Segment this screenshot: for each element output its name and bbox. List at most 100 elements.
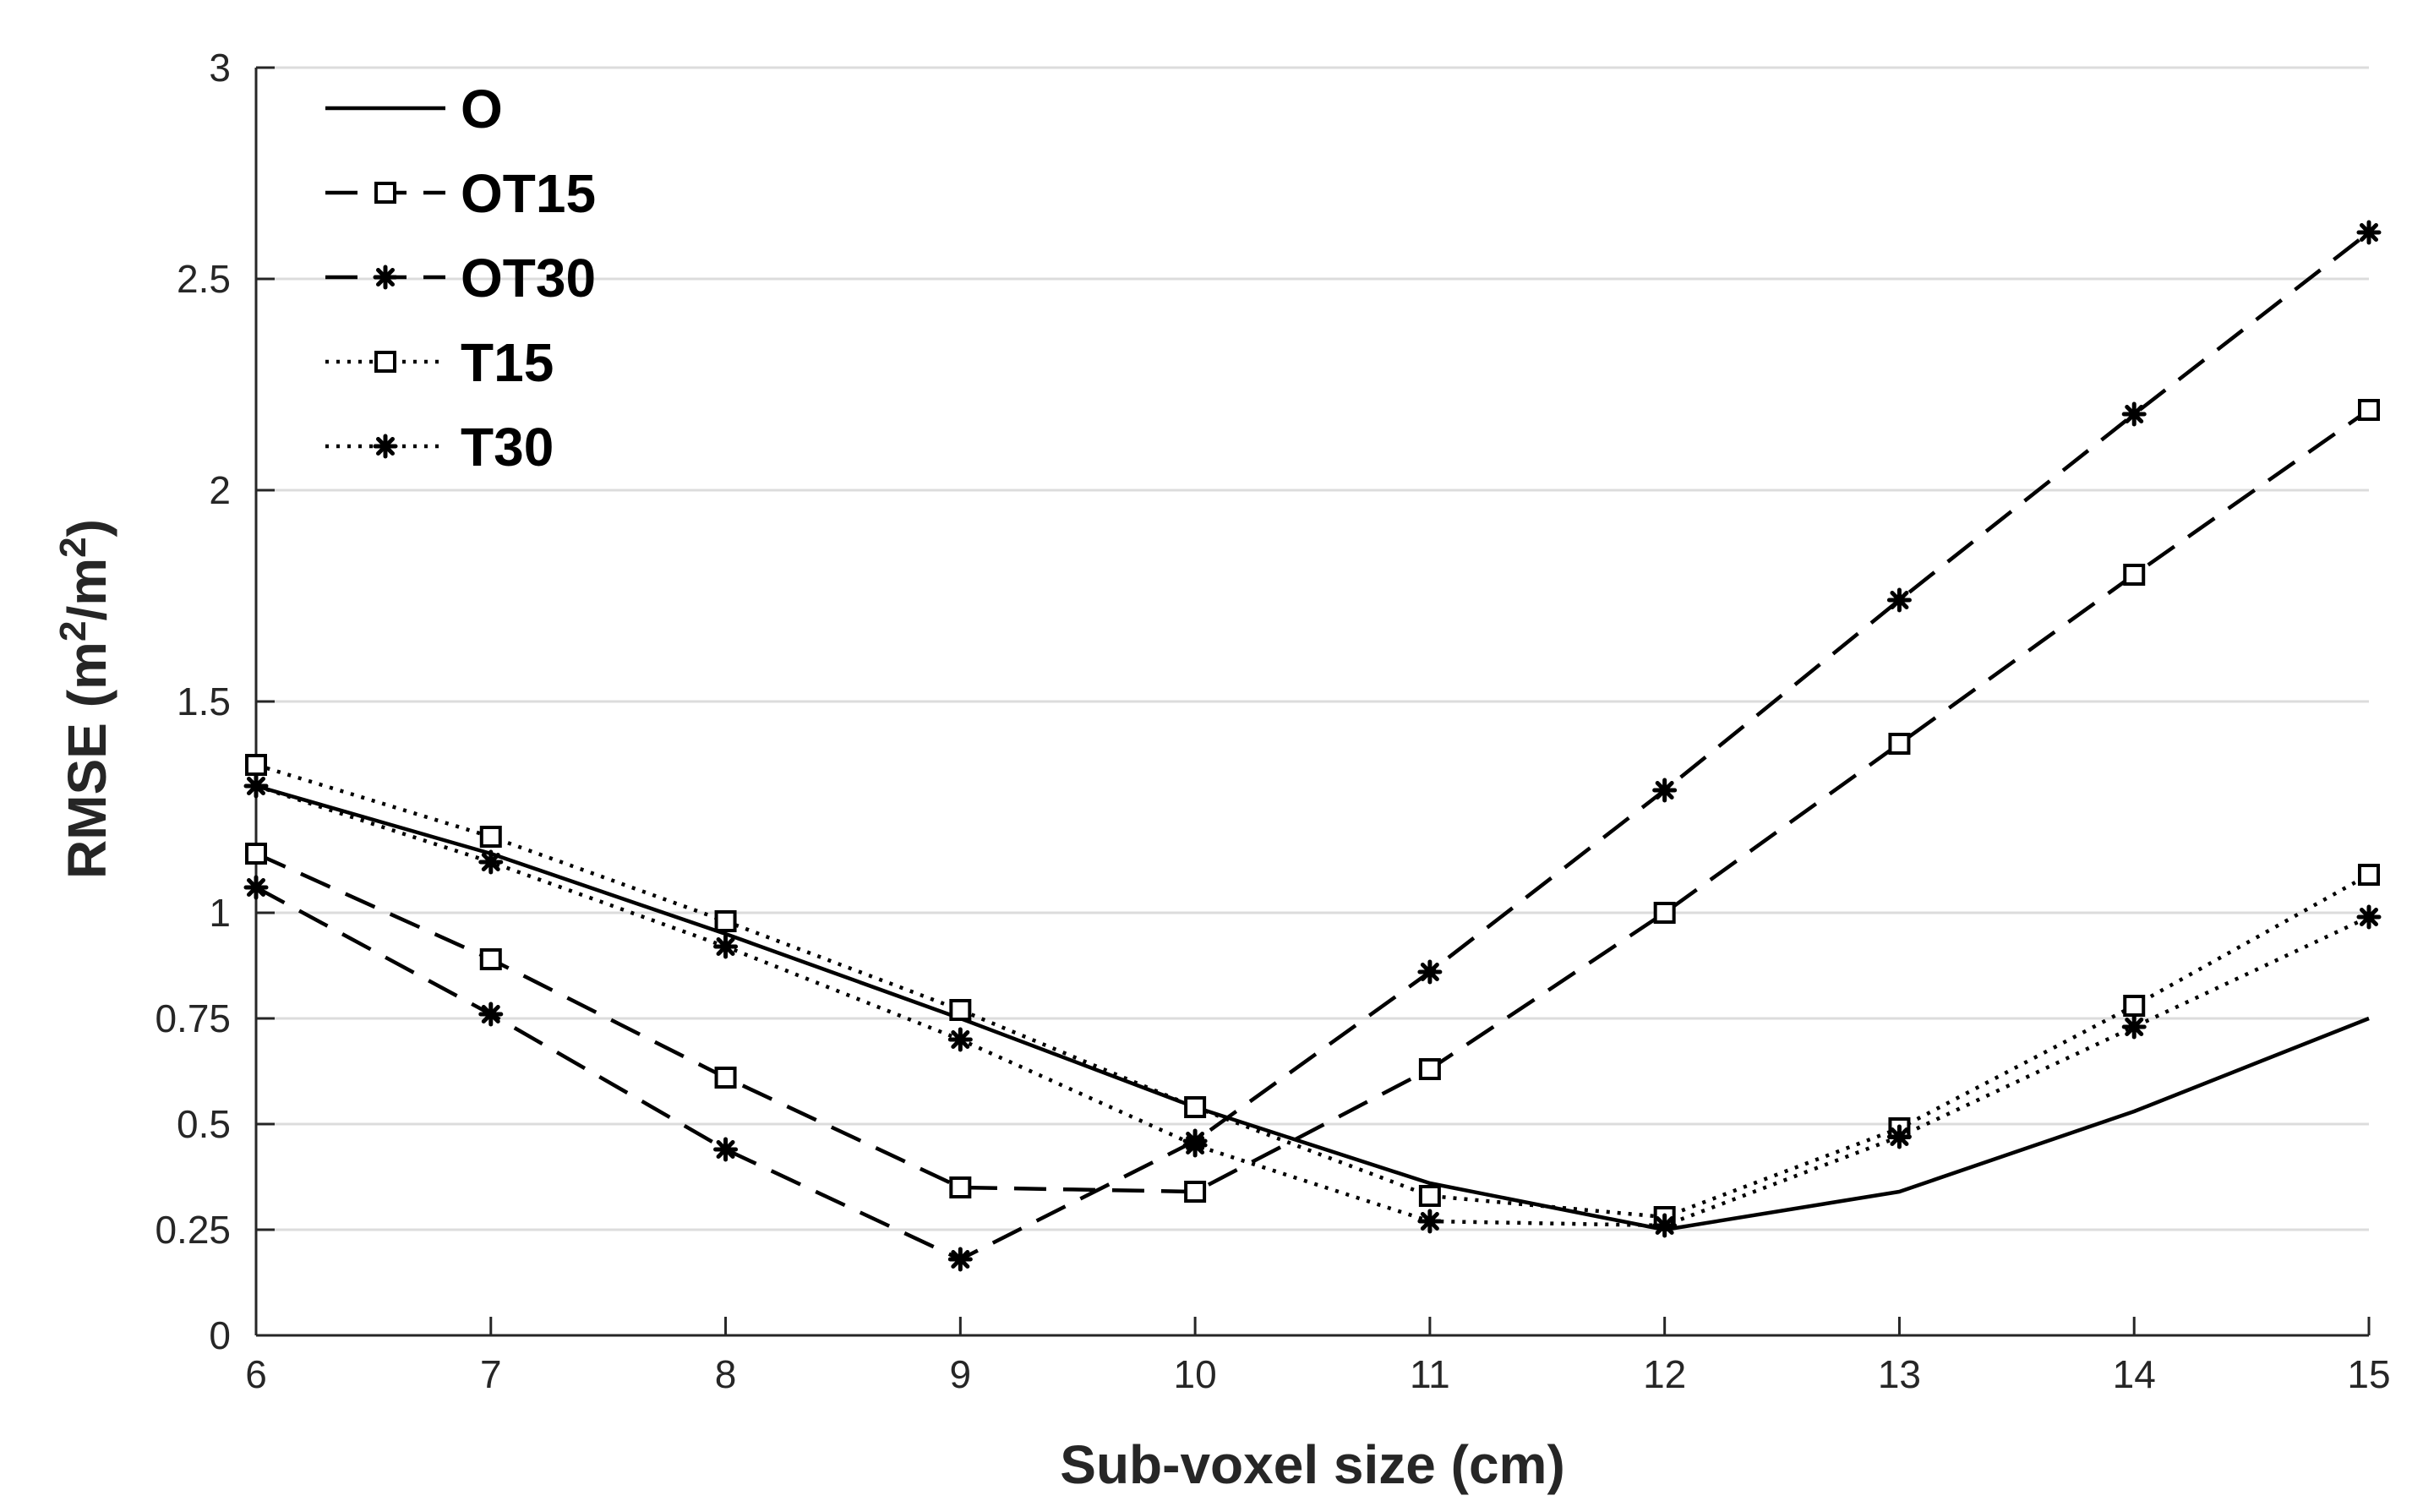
x-tick-label-9: 9	[950, 1352, 972, 1396]
point-t30-x15-stroke	[2360, 908, 2378, 926]
point-t30-x12	[1652, 1213, 1678, 1238]
legend-label-ot30: OT30	[461, 248, 596, 308]
point-t30-x10-stroke	[1186, 1136, 1205, 1154]
point-t15-x8	[714, 910, 737, 932]
point-t15-x6	[245, 754, 267, 776]
series-line-t15	[255, 762, 2371, 1220]
y-axis-ticks: 0 0.25 0.5 0.75 1 1.5 2 2.5 3	[155, 46, 275, 1357]
y-tick-label-2-5: 2.5	[177, 257, 231, 301]
point-ot30-x13	[1886, 587, 1912, 613]
point-t30-x8-stroke	[716, 937, 735, 956]
point-t15-x7	[479, 826, 502, 848]
point-ot15-x7	[479, 948, 502, 970]
x-tick-label-14: 14	[2113, 1352, 2156, 1396]
point-ot15-x9	[949, 1176, 972, 1198]
series-t30	[243, 773, 2382, 1238]
legend-label-t15: T15	[461, 332, 554, 393]
point-t30-x14	[2121, 1014, 2147, 1040]
y-tick-label-1: 1	[209, 891, 231, 935]
plot-area	[243, 220, 2382, 1272]
point-ot15-x10	[1184, 1181, 1207, 1203]
point-t30-x8	[713, 934, 739, 959]
y-axis-title-end: )	[57, 519, 117, 537]
legend-marker-t15	[374, 351, 396, 373]
point-t30-x11	[1417, 1209, 1443, 1234]
point-ot15-x12	[1653, 902, 1676, 924]
point-ot15-x8	[714, 1067, 737, 1089]
y-axis-title-sup1: 2	[52, 621, 94, 641]
point-t30-x15	[2356, 904, 2382, 930]
point-t30-x7	[478, 849, 504, 875]
point-ot30-x12-stroke	[1655, 781, 1674, 800]
x-tick-label-15: 15	[2347, 1352, 2390, 1396]
y-tick-label-1-5: 1.5	[177, 680, 231, 723]
legend-marker-t30-stroke	[376, 437, 395, 456]
point-ot30-x6	[243, 875, 269, 900]
point-ot15-x11	[1418, 1058, 1441, 1080]
legend-marker-ot30	[373, 265, 398, 290]
y-tick-label-0-25: 0.25	[155, 1208, 231, 1252]
point-ot15-x15	[2358, 399, 2380, 421]
y-axis-title: RMSE (m2/m2)	[52, 519, 117, 879]
y-tick-label-2: 2	[209, 468, 231, 512]
point-ot30-x9-stroke	[951, 1250, 970, 1269]
point-ot30-x6-stroke	[247, 878, 265, 897]
point-t30-x11-stroke	[1420, 1212, 1439, 1231]
point-ot30-x7-stroke	[481, 1005, 500, 1023]
legend-marker-ot15	[374, 182, 396, 204]
x-tick-label-10: 10	[1174, 1352, 1217, 1396]
series-line-ot15	[255, 408, 2371, 1194]
legend-item-ot30: OT30	[325, 248, 596, 308]
point-t30-x9-stroke	[951, 1030, 970, 1049]
y-tick-label-3: 3	[209, 46, 231, 90]
point-ot30-x8	[713, 1137, 739, 1162]
point-ot30-x7	[478, 1002, 504, 1027]
legend-label-o: O	[461, 79, 503, 139]
series-line-t30	[255, 783, 2370, 1228]
x-tick-label-13: 13	[1878, 1352, 1921, 1396]
point-ot30-x14-stroke	[2125, 405, 2144, 423]
point-t15-x14	[2123, 995, 2146, 1017]
y-axis-title-mid: /m	[57, 558, 117, 621]
legend-marker-t30	[373, 434, 398, 459]
point-ot30-x15	[2356, 220, 2382, 245]
x-axis-ticks: 6 7 8 9 10 11 12 13 14 15	[245, 1317, 2391, 1396]
legend-item-o: O	[325, 79, 503, 139]
point-t15-x15	[2358, 864, 2380, 886]
y-axis-title-main: RMSE (m	[57, 641, 117, 879]
x-tick-label-7: 7	[480, 1352, 502, 1396]
series-line-ot30	[254, 231, 2371, 1262]
point-ot30-x11	[1417, 959, 1443, 985]
point-t30-x13	[1886, 1124, 1912, 1149]
point-t30-x12-stroke	[1655, 1216, 1674, 1235]
legend-item-t15: T15	[325, 332, 554, 393]
point-t30-x14-stroke	[2125, 1018, 2144, 1036]
point-ot15-x14	[2123, 564, 2146, 586]
point-t30-x6-stroke	[247, 777, 265, 795]
legend: O OT15 OT30 T15 T30	[325, 79, 596, 478]
point-ot30-x11-stroke	[1420, 963, 1439, 981]
point-t15-x10	[1184, 1096, 1207, 1118]
point-t30-x6	[243, 773, 269, 799]
x-tick-label-8: 8	[715, 1352, 737, 1396]
y-axis-title-sup2: 2	[52, 537, 94, 557]
point-ot30-x12	[1652, 778, 1678, 803]
x-tick-label-11: 11	[1410, 1352, 1450, 1396]
point-ot30-x14	[2121, 401, 2147, 427]
y-tick-label-0-75: 0.75	[155, 996, 231, 1040]
series-ot15	[245, 399, 2380, 1203]
series-line-o	[255, 783, 2370, 1232]
point-t30-x13-stroke	[1890, 1127, 1909, 1146]
series-o	[255, 783, 2370, 1232]
point-ot30-x15-stroke	[2360, 223, 2378, 242]
legend-label-t30: T30	[461, 417, 554, 478]
point-t30-x7-stroke	[481, 853, 500, 871]
point-t15-x11	[1418, 1185, 1441, 1207]
point-t30-x9	[947, 1027, 973, 1052]
y-tick-label-0-5: 0.5	[177, 1102, 231, 1146]
point-ot15-x13	[1888, 733, 1911, 755]
x-tick-label-6: 6	[245, 1352, 267, 1396]
y-gridlines	[256, 66, 2369, 1231]
